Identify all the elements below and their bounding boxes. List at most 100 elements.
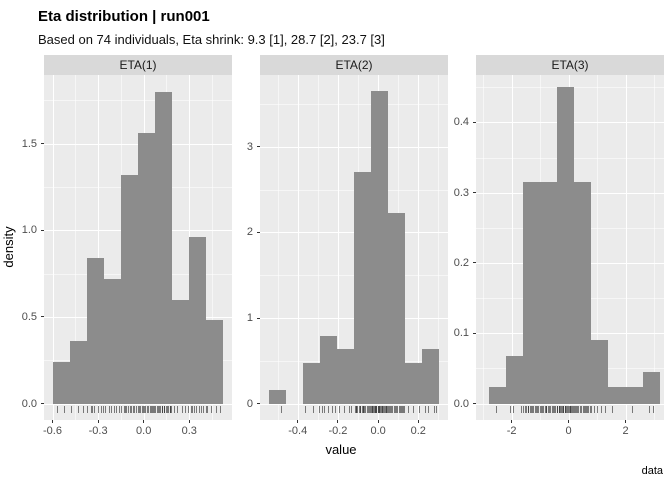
rug-mark	[383, 405, 385, 413]
gridline-x-minor	[277, 75, 279, 420]
rug-mark	[105, 405, 107, 413]
gridline-x-major	[297, 75, 299, 420]
rug-mark	[127, 405, 129, 413]
rug-mark	[583, 405, 585, 413]
y-tick-label: 3	[246, 140, 253, 153]
rug-mark	[566, 405, 568, 413]
chart-header: Eta distribution | run001 Based on 74 in…	[38, 7, 385, 48]
rug-mark	[126, 405, 128, 413]
rug-mark	[57, 405, 59, 413]
rug-mark	[348, 405, 350, 413]
rug-mark	[155, 405, 157, 413]
rug-mark	[563, 405, 565, 413]
rug-mark	[393, 405, 395, 413]
x-tick-label: 2	[622, 425, 629, 437]
facet-eta1: 0.0 0.5 1.0 1.5 ETA(1) -0.6 -0.3 0.0 0.3	[16, 55, 232, 440]
rug-mark	[381, 405, 383, 413]
y-tick-label: 2	[246, 226, 253, 239]
rug-mark	[159, 405, 161, 413]
histogram-bar	[319, 335, 337, 404]
rug-mark	[576, 405, 578, 413]
rug-mark	[150, 405, 152, 413]
rug-mark	[554, 405, 556, 413]
histogram-bar	[336, 349, 354, 404]
rug-mark	[147, 405, 149, 413]
rug-mark	[145, 405, 147, 413]
rug-mark	[363, 405, 365, 413]
rug-mark	[313, 405, 315, 413]
rug-mark	[407, 405, 409, 413]
rug-mark	[495, 405, 497, 413]
rug-mark	[354, 405, 356, 413]
x-tick-label: 0.2	[410, 425, 426, 437]
y-tick-label: 1.0	[21, 224, 37, 237]
rug-mark	[281, 405, 283, 413]
y-tick-label: 0.2	[453, 256, 469, 269]
rug-mark	[376, 405, 378, 413]
tick-mark	[188, 420, 190, 423]
rug-mark	[568, 405, 570, 413]
rug-mark	[78, 405, 80, 413]
rug-mark	[361, 405, 363, 413]
rug-mark	[152, 405, 154, 413]
tick-mark	[143, 420, 145, 423]
facet-main: ETA(2) -0.4 -0.2 0.0 0.2	[260, 55, 448, 440]
histogram-bar	[505, 355, 523, 404]
rug-mark	[523, 405, 525, 413]
rug-mark	[323, 405, 325, 413]
rug-mark	[100, 405, 102, 413]
rug-mark	[177, 405, 178, 413]
rug-mark	[378, 405, 380, 413]
rug-mark	[185, 405, 187, 413]
gridline-x-minor	[654, 75, 656, 420]
rug-mark	[562, 405, 564, 413]
rug-mark	[532, 405, 534, 413]
rug-mark	[384, 405, 385, 413]
facet-strip: ETA(3)	[476, 55, 664, 75]
rug-mark	[590, 405, 592, 413]
rug-mark	[540, 405, 542, 413]
rug-mark	[404, 405, 406, 413]
rug-mark	[565, 405, 567, 413]
rug-mark	[558, 405, 560, 413]
rug-mark	[573, 405, 575, 413]
rug-mark	[137, 405, 139, 413]
histogram-bar	[557, 87, 575, 404]
rug-mark	[92, 405, 94, 413]
rug-mark	[534, 405, 536, 413]
histogram-bar	[388, 213, 406, 404]
histogram-bar	[354, 172, 372, 404]
rug-mark	[559, 405, 561, 413]
histogram-bar	[120, 174, 138, 404]
rug-mark	[215, 405, 217, 413]
histogram-bar	[540, 182, 558, 404]
rug-mark	[165, 405, 167, 413]
rug-mark	[542, 405, 544, 413]
x-tick-label: -0.6	[43, 425, 62, 437]
y-axis: 0 1 2 3	[232, 55, 260, 440]
rug-mark	[553, 405, 555, 413]
gridline-x-minor	[597, 75, 599, 420]
rug-mark	[561, 405, 563, 413]
rug-mark	[375, 405, 377, 413]
histogram-bar	[69, 341, 87, 404]
rug-mark	[211, 405, 213, 413]
rug-mark	[578, 405, 580, 413]
rug-mark	[369, 405, 371, 413]
chart-subtitle: Based on 74 individuals, Eta shrink: 9.3…	[38, 31, 385, 47]
tick-mark	[257, 403, 260, 405]
gridline-y-major	[476, 403, 664, 405]
rug-mark	[338, 405, 340, 413]
histogram-bar	[422, 349, 440, 404]
rug-mark	[587, 405, 589, 413]
rug-mark	[569, 405, 571, 413]
gridline-y-major	[44, 403, 232, 405]
rug-mark	[203, 405, 205, 413]
rug-mark	[386, 405, 388, 413]
y-tick-label: 0.3	[453, 186, 469, 199]
rug-mark	[382, 405, 384, 413]
rug-mark	[360, 405, 362, 413]
rug-mark	[87, 405, 89, 413]
rug-mark	[395, 405, 396, 413]
